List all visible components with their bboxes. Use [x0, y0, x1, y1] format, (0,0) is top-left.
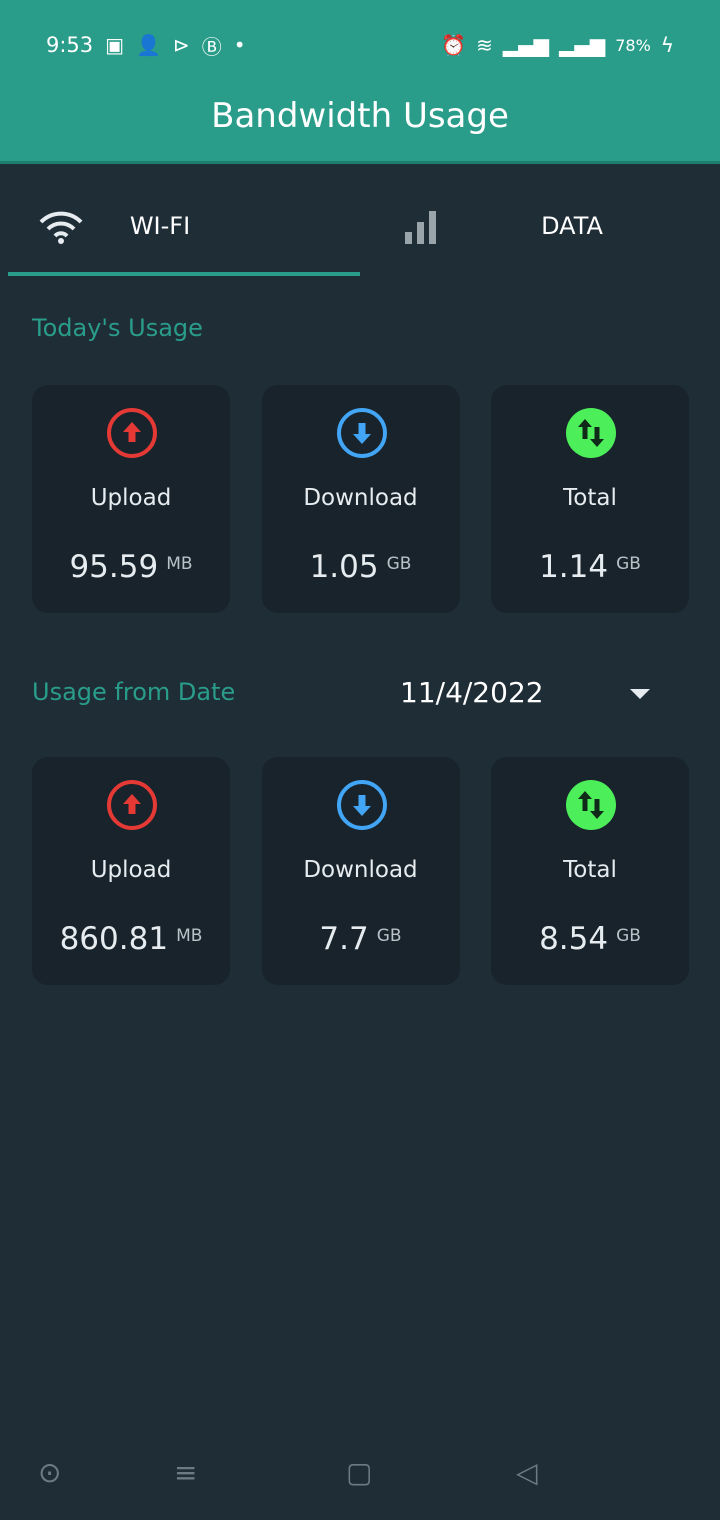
from-date-cards: Upload 860.81 MB Download 7.7 GB Total 8.54 GB [32, 757, 689, 985]
card-value: 1.05 GB [262, 549, 460, 585]
signal-icon: ▂▄▆ [502, 33, 550, 57]
usage-card-upload: Upload 95.59 MB [32, 385, 230, 613]
page-title: Bandwidth Usage [211, 96, 509, 136]
card-label: Total [563, 485, 617, 511]
card-label: Upload [90, 485, 172, 511]
card-value: 7.7 GB [262, 921, 460, 957]
usage-card-upload: Upload 860.81 MB [32, 757, 230, 985]
usage-value: 7.7 [319, 921, 369, 957]
usage-value: 95.59 [69, 549, 159, 585]
tab-wifi-label: WI-FI [129, 212, 191, 240]
usage-value: 1.05 [309, 549, 379, 585]
home-icon[interactable]: ▢ [346, 1456, 373, 1489]
back-icon[interactable]: ◁ [516, 1456, 538, 1489]
download-icon [336, 408, 387, 458]
card-label: Total [563, 857, 617, 883]
card-value: 860.81 MB [32, 921, 230, 957]
system-nav-bar: ⊙ ≡ ▢ ◁ [0, 1456, 720, 1496]
app-notification-icon: ▣ [105, 33, 125, 57]
assistant-icon[interactable]: ⊙ [38, 1456, 62, 1489]
usage-unit: MB [176, 926, 203, 946]
usage-value: 8.54 [539, 921, 609, 957]
usage-value: 860.81 [59, 921, 169, 957]
upload-icon [107, 780, 157, 830]
signal-bars-icon [405, 211, 436, 244]
download-icon [336, 780, 387, 830]
charging-icon: ϟ [660, 33, 674, 57]
card-value: 8.54 GB [491, 921, 689, 957]
card-value: 1.14 GB [491, 549, 689, 585]
total-icon [566, 408, 616, 458]
tab-data[interactable]: DATA [360, 186, 712, 276]
wifi-status-icon: ≋ [476, 33, 493, 57]
todays-usage-heading: Today's Usage [32, 314, 203, 342]
dropdown-caret-icon[interactable] [630, 689, 650, 699]
business-chat-icon: Ⓑ [201, 34, 222, 59]
status-time: 9:53 [46, 33, 94, 57]
usage-unit: GB [386, 554, 412, 574]
usage-card-total: Total 8.54 GB [491, 757, 689, 985]
status-bar: 9:53 ▣ 👤 ⊳ Ⓑ • ⏰ ≋ ▂▄▆ ▂▄▆ 78% ϟ [46, 30, 674, 60]
usage-unit: MB [166, 554, 193, 574]
card-label: Download [303, 485, 418, 511]
card-label: Download [303, 857, 418, 883]
battery-percent: 78% [615, 35, 651, 55]
signal-icon-2: ▂▄▆ [559, 33, 606, 57]
usage-card-download: Download 7.7 GB [261, 757, 460, 985]
play-icon: ⊳ [172, 33, 190, 57]
today-cards: Upload 95.59 MB Download 1.05 GB Total 1.14 GB [32, 385, 689, 613]
tab-wifi[interactable]: WI-FI [8, 186, 360, 276]
usage-value: 1.14 [539, 549, 609, 585]
usage-from-date-heading: Usage from Date [32, 678, 236, 706]
wifi-icon [39, 211, 83, 244]
usage-unit: GB [616, 926, 641, 946]
card-label: Upload [90, 857, 172, 883]
add-contact-icon: 👤 [136, 33, 161, 57]
usage-unit: GB [616, 554, 641, 574]
date-selector[interactable]: 11/4/2022 [400, 676, 544, 709]
usage-card-total: Total 1.14 GB [491, 385, 689, 613]
total-icon [566, 780, 616, 830]
upload-icon [107, 408, 157, 458]
app-header: 9:53 ▣ 👤 ⊳ Ⓑ • ⏰ ≋ ▂▄▆ ▂▄▆ 78% ϟ Bandwid… [0, 0, 720, 164]
usage-unit: GB [376, 926, 402, 946]
tab-bar: WI-FI DATA [8, 186, 712, 276]
alarm-icon: ⏰ [441, 33, 467, 57]
recents-icon[interactable]: ≡ [174, 1456, 198, 1489]
usage-card-download: Download 1.05 GB [261, 385, 460, 613]
tab-data-label: DATA [541, 212, 603, 240]
card-value: 95.59 MB [32, 549, 230, 585]
more-notifications-dot-icon: • [233, 33, 246, 57]
